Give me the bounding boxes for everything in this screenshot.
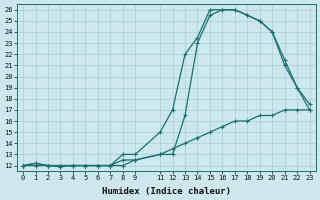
X-axis label: Humidex (Indice chaleur): Humidex (Indice chaleur) bbox=[102, 187, 231, 196]
